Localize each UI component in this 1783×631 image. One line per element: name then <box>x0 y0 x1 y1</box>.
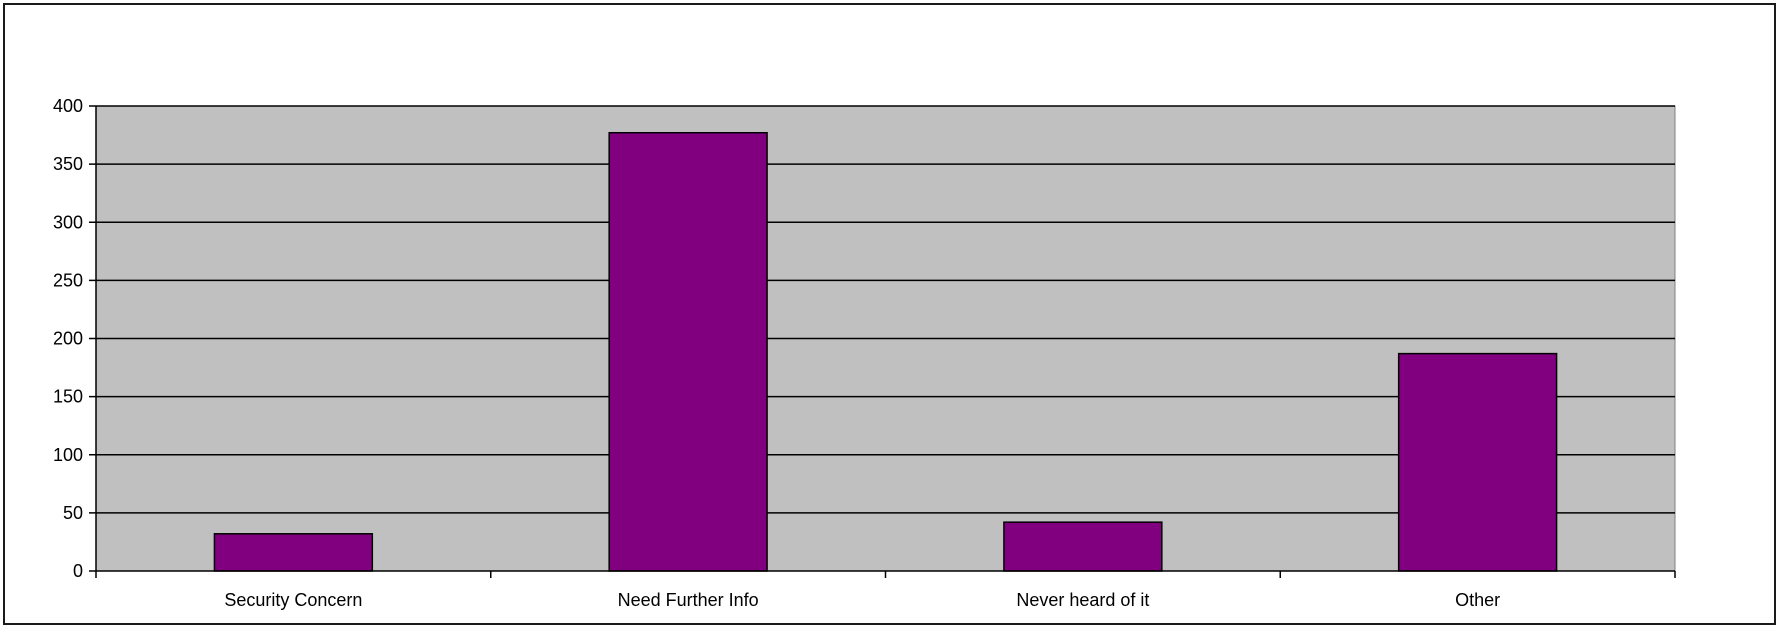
y-tick-label-200: 200 <box>53 329 83 349</box>
y-tick-label-250: 250 <box>53 270 83 290</box>
y-tick-label-400: 400 <box>53 96 83 116</box>
bars <box>213 131 1558 572</box>
x-axis-ticks: Security Concern Need Further Info Never h… <box>95 571 1676 610</box>
x-tick-label-need-further-info: Need Further Info <box>618 590 759 610</box>
y-tick-label-50: 50 <box>63 503 83 523</box>
bar-security-concern <box>213 533 374 572</box>
y-tick-label-0: 0 <box>73 561 83 581</box>
x-tick-label-other: Other <box>1455 590 1500 610</box>
y-tick-label-100: 100 <box>53 445 83 465</box>
x-tick-label-security-concern: Security Concern <box>224 590 362 610</box>
bar-never-heard-of-it <box>1003 521 1163 572</box>
bar-need-further-info <box>608 131 768 572</box>
y-axis-ticks: 0 50 100 150 200 250 300 350 400 <box>53 96 96 581</box>
gridlines <box>96 105 1675 514</box>
y-tick-label-300: 300 <box>53 212 83 232</box>
bar-other <box>1397 352 1558 572</box>
x-tick-label-never-heard-of-it: Never heard of it <box>1016 590 1149 610</box>
y-tick-label-350: 350 <box>53 154 83 174</box>
y-tick-label-150: 150 <box>53 387 83 407</box>
